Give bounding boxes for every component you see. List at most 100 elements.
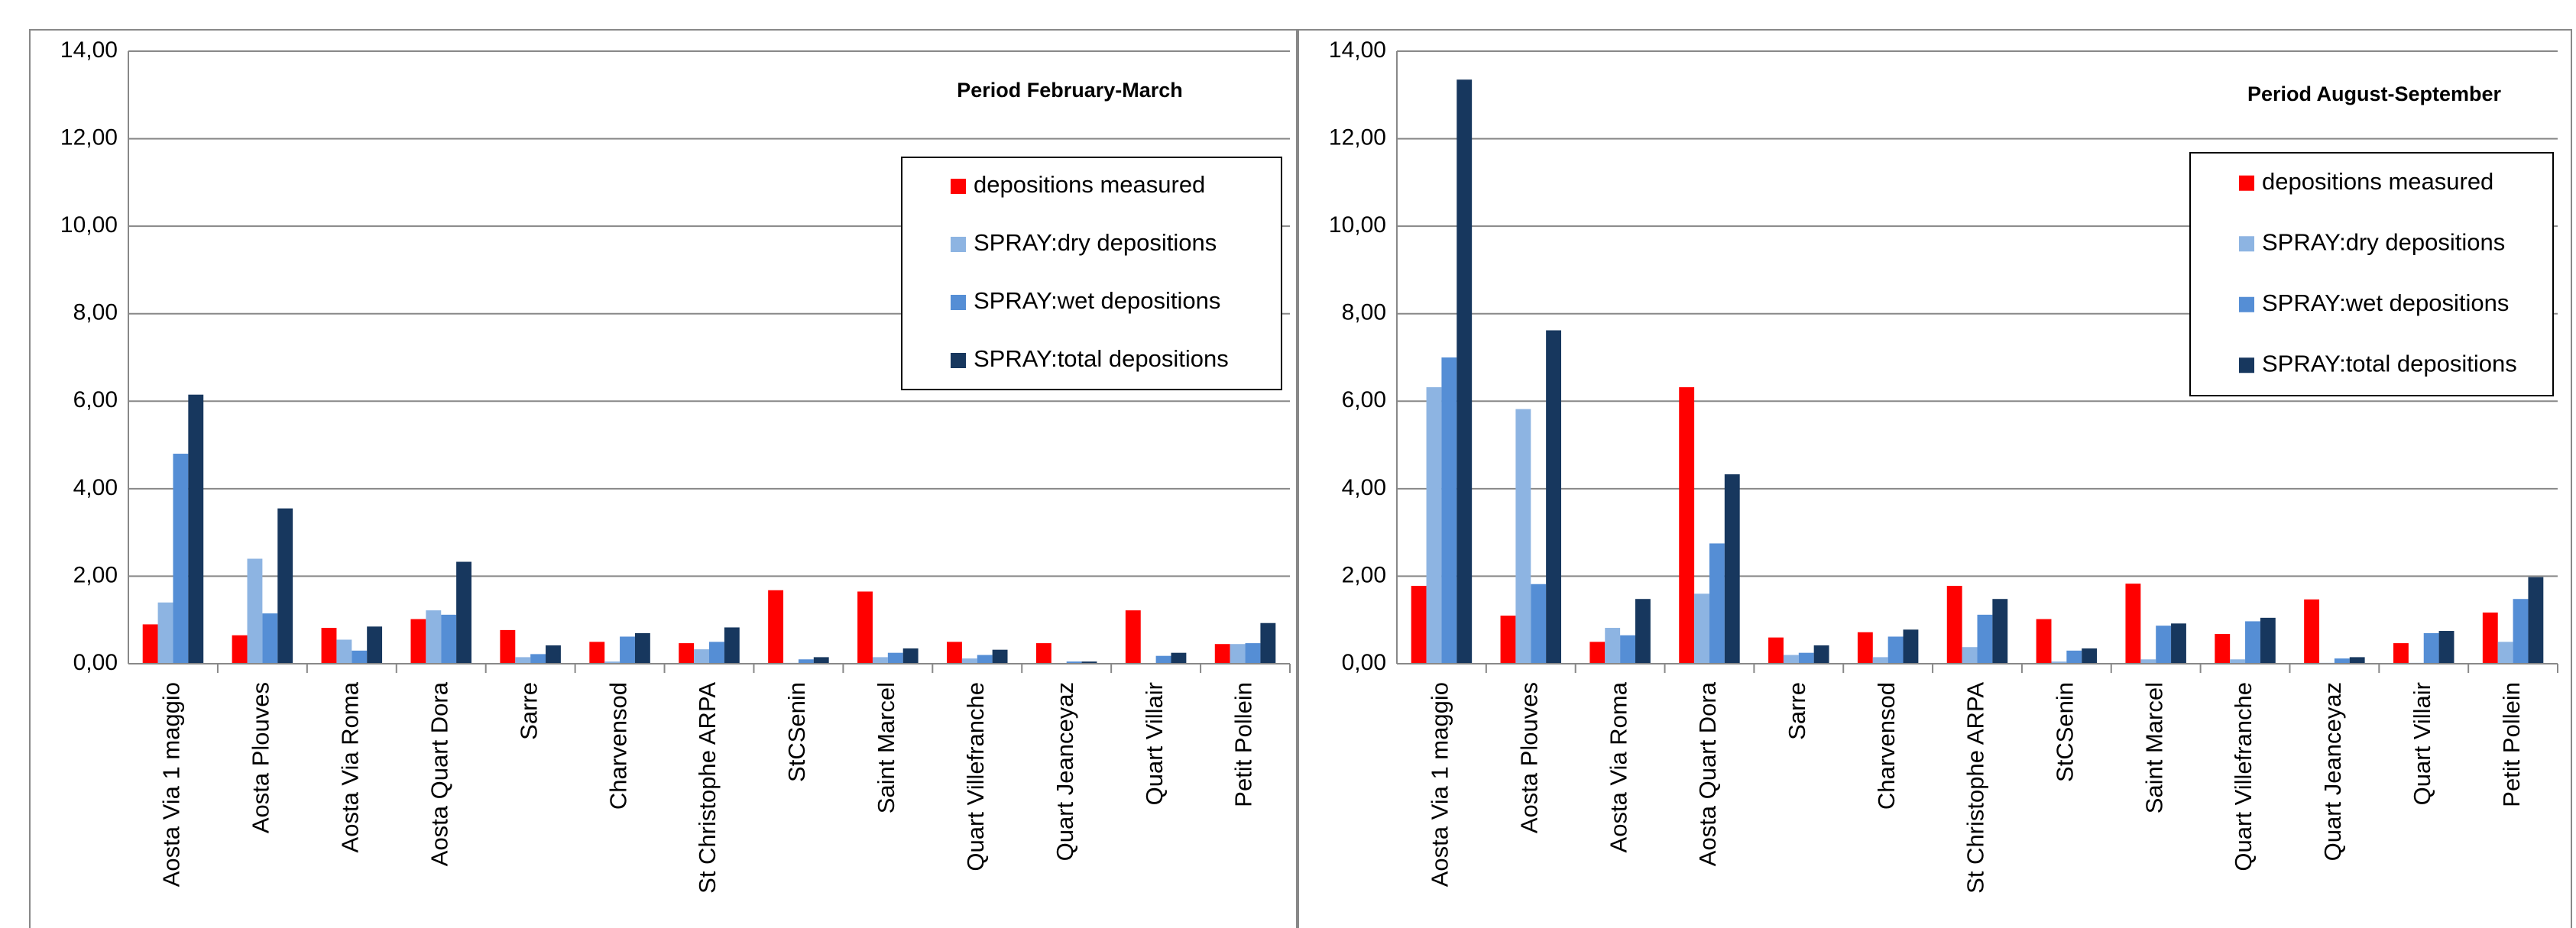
bar bbox=[1035, 643, 1051, 664]
bar bbox=[2349, 657, 2365, 664]
bar bbox=[1546, 330, 1561, 664]
y-tick-label: 12,00 bbox=[1329, 124, 1386, 150]
legend-label: SPRAY:total depositions bbox=[974, 345, 1229, 372]
bar bbox=[2125, 584, 2141, 664]
bar bbox=[367, 626, 383, 664]
x-tick-label: St Christophe ARPA bbox=[1962, 682, 1989, 894]
bar bbox=[277, 508, 293, 664]
x-tick-label: Aosta Via 1 maggio bbox=[1427, 682, 1453, 887]
bar bbox=[798, 659, 814, 664]
bar bbox=[1768, 637, 1784, 664]
bar bbox=[232, 635, 248, 664]
x-tick-label: Charvensod bbox=[1873, 682, 1900, 810]
bar bbox=[947, 642, 962, 664]
bar bbox=[2082, 648, 2098, 664]
bar bbox=[1709, 543, 1725, 664]
bar bbox=[441, 614, 457, 664]
legend-label: SPRAY:total depositions bbox=[2262, 350, 2517, 377]
bar bbox=[1589, 642, 1606, 664]
legend-label: SPRAY:dry depositions bbox=[974, 229, 1217, 256]
bar bbox=[1635, 599, 1651, 664]
bar bbox=[2215, 634, 2231, 664]
legend-swatch bbox=[951, 179, 966, 194]
bar bbox=[2156, 626, 2172, 664]
y-tick-label: 4,00 bbox=[73, 475, 118, 500]
bar bbox=[2051, 661, 2067, 664]
bar bbox=[1260, 622, 1276, 664]
legend-swatch bbox=[951, 353, 966, 368]
bar bbox=[1962, 647, 1978, 664]
y-tick-label: 8,00 bbox=[73, 300, 118, 325]
bar bbox=[1155, 655, 1171, 664]
bar bbox=[589, 642, 605, 664]
bar bbox=[694, 649, 709, 664]
bar bbox=[813, 657, 829, 664]
bar bbox=[1977, 614, 1993, 664]
bar bbox=[1456, 79, 1473, 664]
x-tick-label: Saint Marcel bbox=[2140, 682, 2167, 813]
bar bbox=[546, 645, 561, 664]
bar bbox=[977, 655, 993, 664]
y-tick-label: 14,00 bbox=[1329, 37, 1386, 63]
bar bbox=[1411, 586, 1427, 664]
legend-label: SPRAY:wet depositions bbox=[974, 287, 1220, 314]
legend-swatch bbox=[2239, 236, 2254, 252]
y-tick-label: 0,00 bbox=[73, 650, 118, 675]
x-tick-label: Aosta Plouves bbox=[248, 682, 274, 833]
x-tick-label: Aosta Quart Dora bbox=[426, 681, 452, 866]
bar bbox=[336, 639, 352, 664]
legend-label: SPRAY:dry depositions bbox=[2262, 228, 2505, 255]
x-tick-label: Quart Villair bbox=[2409, 682, 2435, 805]
bar bbox=[1500, 615, 1516, 664]
bar bbox=[1125, 610, 1141, 664]
bar bbox=[2230, 659, 2246, 664]
bar bbox=[724, 627, 740, 664]
x-tick-label: StCSenin bbox=[2052, 682, 2079, 782]
bar bbox=[2334, 658, 2350, 664]
x-tick-label: Aosta Plouves bbox=[1515, 682, 1542, 833]
x-tick-label: Quart Villefranche bbox=[962, 682, 989, 871]
bar bbox=[410, 619, 426, 664]
bar bbox=[2438, 631, 2454, 664]
x-tick-label: Quart Villair bbox=[1141, 682, 1168, 805]
bar bbox=[2528, 577, 2544, 664]
legend-swatch bbox=[2239, 296, 2254, 312]
chart-frame bbox=[29, 29, 1298, 928]
bar bbox=[426, 610, 442, 664]
y-tick-label: 10,00 bbox=[60, 212, 118, 238]
legend-label: SPRAY:wet depositions bbox=[2262, 289, 2509, 316]
bar bbox=[2497, 642, 2513, 664]
bar bbox=[1605, 628, 1621, 664]
bar bbox=[1903, 629, 1919, 664]
bar bbox=[902, 648, 919, 664]
bar bbox=[1946, 586, 1962, 664]
bar bbox=[1214, 644, 1230, 664]
bar bbox=[247, 558, 263, 664]
bar bbox=[604, 661, 621, 664]
bar bbox=[1887, 636, 1904, 664]
bar bbox=[1992, 599, 2008, 664]
legend-swatch bbox=[951, 295, 966, 310]
bar bbox=[1813, 645, 1829, 664]
bar bbox=[530, 654, 546, 664]
legend-box bbox=[901, 157, 1282, 390]
bar bbox=[1620, 635, 1635, 664]
y-tick-label: 14,00 bbox=[60, 37, 118, 63]
bar bbox=[188, 394, 204, 664]
x-tick-label: Aosta Via Roma bbox=[1605, 681, 1631, 852]
bar bbox=[1245, 643, 1261, 664]
bar bbox=[157, 602, 173, 664]
bar bbox=[1426, 386, 1442, 664]
y-tick-label: 12,00 bbox=[60, 124, 118, 150]
x-tick-label: Petit Pollein bbox=[1230, 682, 1257, 807]
bar bbox=[1171, 652, 1187, 664]
y-tick-label: 2,00 bbox=[1342, 562, 1386, 587]
y-tick-label: 6,00 bbox=[1342, 387, 1386, 412]
bar bbox=[2036, 619, 2052, 664]
y-tick-label: 8,00 bbox=[1342, 300, 1386, 325]
bar bbox=[1441, 357, 1457, 664]
x-tick-label: Quart Jeanceyaz bbox=[2319, 682, 2346, 861]
bar bbox=[173, 454, 189, 664]
bar bbox=[1724, 474, 1740, 664]
